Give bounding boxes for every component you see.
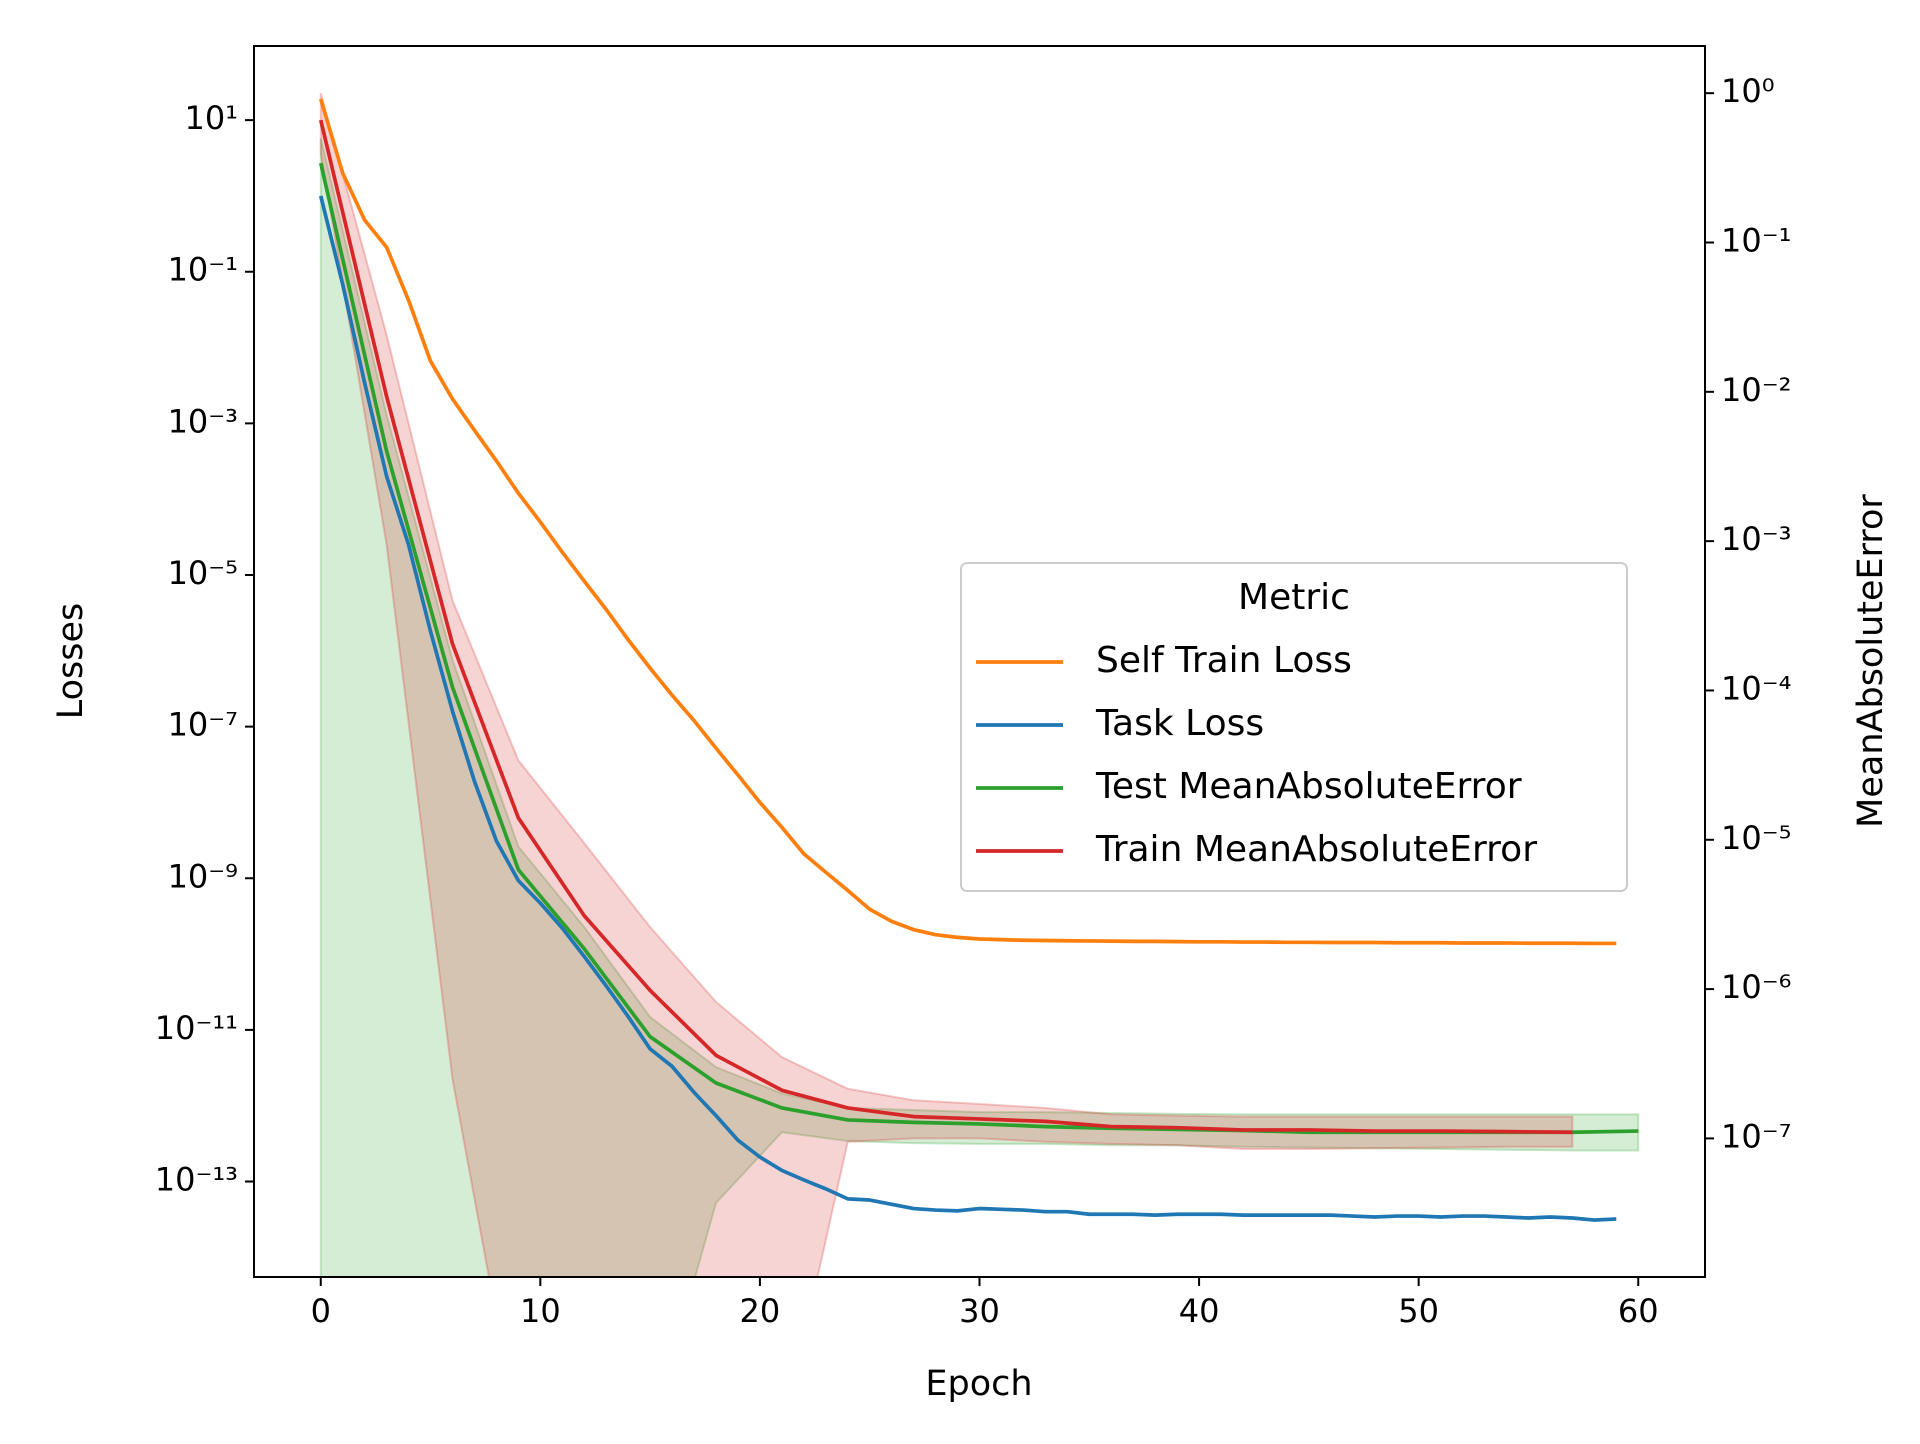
x-tick-label: 10: [520, 1292, 561, 1330]
x-tick-label: 60: [1618, 1292, 1659, 1330]
y-tick-label: 10¹: [184, 99, 238, 137]
y-axis-label: Losses: [51, 603, 91, 720]
x-tick-label: 0: [311, 1292, 331, 1330]
legend-title: Metric: [1238, 577, 1350, 618]
x-tick-label: 20: [740, 1292, 781, 1330]
y2-tick-label: 10⁻⁵: [1721, 819, 1791, 857]
y-tick-label: 10⁻¹¹: [155, 1009, 238, 1047]
series-line: [318, 119, 1573, 1135]
x-tick-label: 50: [1398, 1292, 1439, 1330]
series-line: [318, 98, 1617, 946]
legend: Metric Self Train Loss Task Loss Test Mean…: [960, 562, 1628, 892]
y2-tick-label: 10⁻²: [1721, 371, 1791, 409]
y2-tick-label: 10⁻⁶: [1721, 968, 1791, 1006]
series-line: [318, 195, 1617, 1222]
y-tick-label: 10⁻¹: [168, 251, 238, 289]
y2-tick-label: 10⁻⁴: [1721, 669, 1791, 707]
y-tick-label: 10⁻⁹: [168, 857, 238, 895]
y2-tick-label: 10⁻⁷: [1721, 1117, 1791, 1155]
lines: [318, 98, 1639, 1222]
bands: [319, 92, 1640, 1277]
y2-tick-label: 10⁻³: [1721, 520, 1791, 558]
x-tick-label: 30: [959, 1292, 1000, 1330]
y-tick-label: 10⁻⁵: [168, 554, 238, 592]
confidence-band: [319, 92, 1574, 1277]
y2-tick-label: 10⁰: [1721, 72, 1775, 110]
legend-label: Test MeanAbsoluteError: [1095, 766, 1522, 807]
y-tick-label: 10⁻³: [168, 402, 238, 440]
y2-tick-label: 10⁻¹: [1721, 221, 1791, 259]
confidence-band: [319, 137, 1640, 1277]
y-tick-label: 10⁻⁷: [168, 706, 238, 744]
legend-label: Train MeanAbsoluteError: [1095, 829, 1537, 870]
y-tick-label: 10⁻¹³: [155, 1161, 238, 1199]
legend-label: Task Loss: [1095, 703, 1264, 744]
x-tick-label: 40: [1179, 1292, 1220, 1330]
legend-label: Self Train Loss: [1096, 640, 1352, 681]
x-axis-label: Epoch: [925, 1364, 1032, 1404]
legend-box: [960, 562, 1628, 892]
y2-axis-label: MeanAbsoluteError: [1851, 494, 1891, 828]
